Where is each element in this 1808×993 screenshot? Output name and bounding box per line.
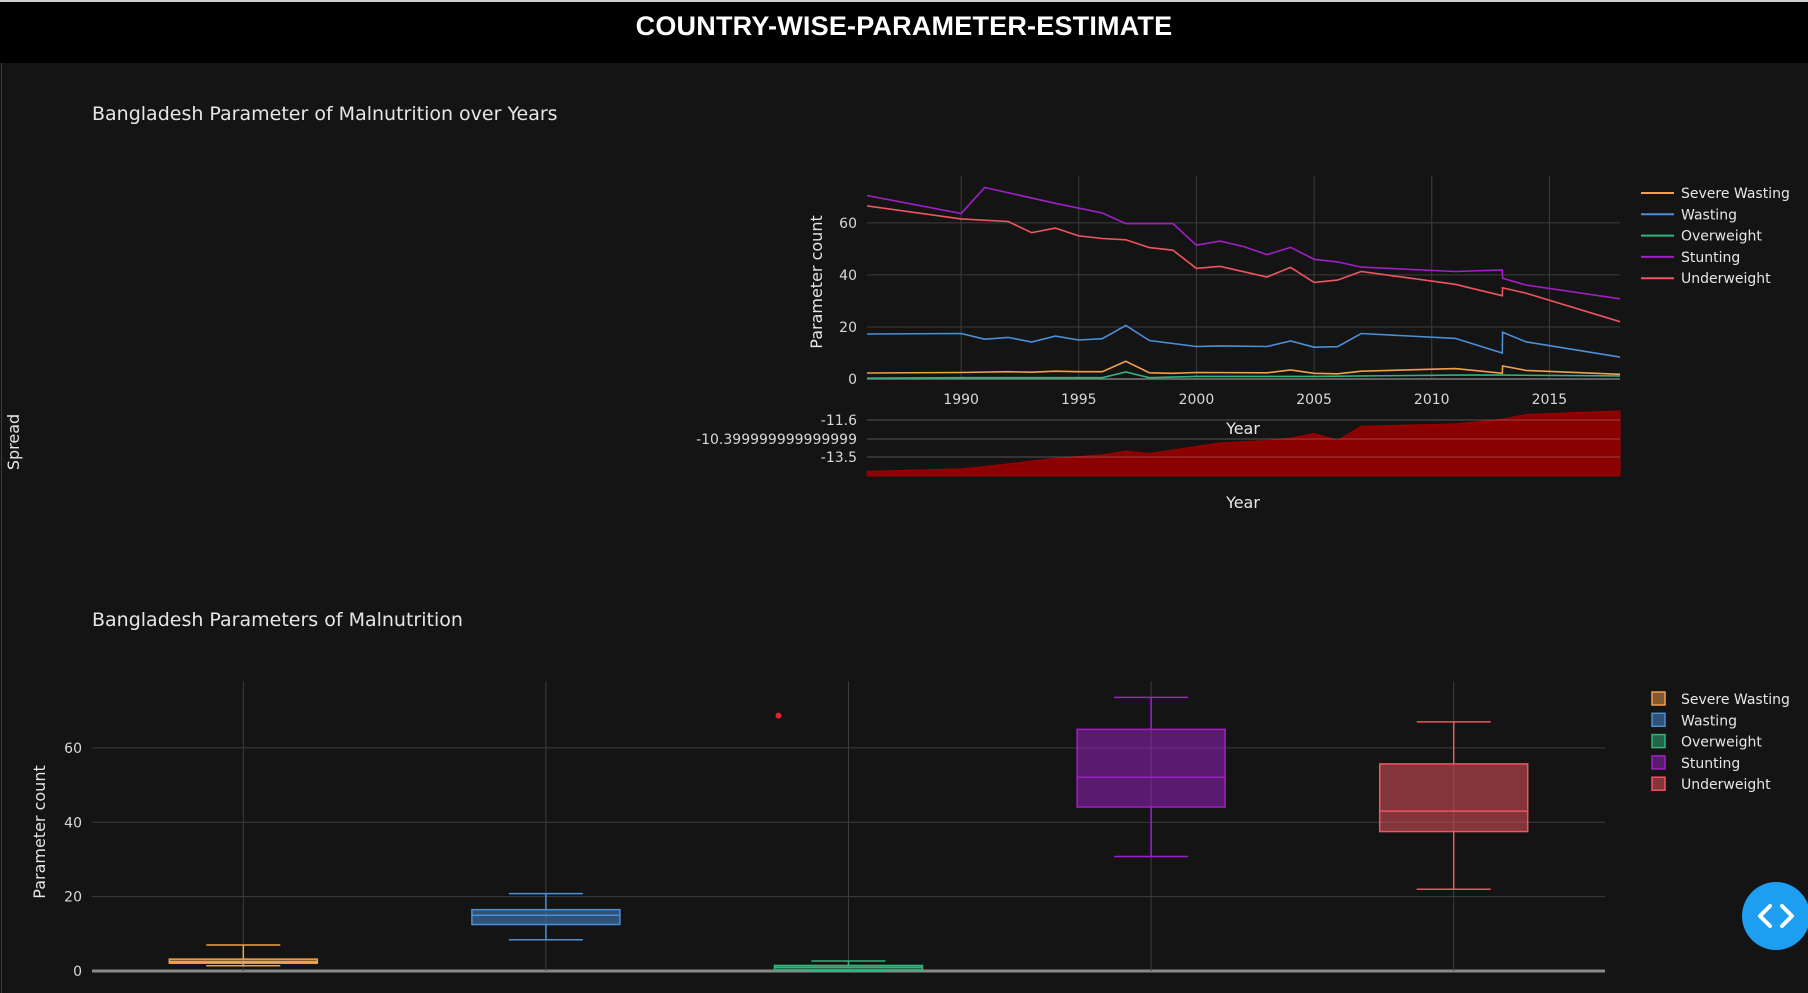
legend-label: Severe Wasting [1681, 692, 1790, 708]
line-y-tick-label: 60 [839, 216, 857, 232]
box-plot: 0 20 40 60 [64, 681, 1605, 980]
area-y-tick-label: -10.399999999999999 [696, 432, 857, 448]
line-legend[interactable]: Severe Wasting Wasting Overweight Stunting U… [1641, 186, 1790, 287]
box-legend[interactable]: Severe Wasting Wasting Overweight Stunting U… [1651, 691, 1790, 793]
line-x-tick-label: 2005 [1296, 392, 1332, 408]
box-wasting [471, 908, 621, 926]
area-y-tick-label: -11.6 [821, 413, 857, 429]
box-underweight [1378, 763, 1529, 833]
code-toggle-button[interactable] [1742, 882, 1808, 950]
area-fill [866, 410, 1621, 477]
legend-label: Wasting [1681, 207, 1737, 223]
legend-label: Overweight [1681, 229, 1762, 245]
legend-swatch [1651, 712, 1666, 728]
area-plot: -11.6 -10.399999999999999 -13.5 [696, 410, 1621, 477]
area-chart-xlabel: Year [1225, 493, 1260, 512]
line-x-tick-label: 2000 [1179, 392, 1215, 408]
line-x-tick-label: 1990 [943, 392, 979, 408]
line-plot: 1990 1995 2000 2005 2010 2015 0 20 40 60 [839, 176, 1621, 408]
dashboard-panel [1, 63, 1808, 993]
spread-axis-label: Spread [4, 414, 23, 470]
code-icon [1758, 904, 1794, 928]
line-x-tick-label: 2015 [1532, 392, 1568, 408]
legend-swatch [1651, 691, 1666, 706]
box-y-tick-label: 20 [64, 890, 82, 906]
box-y-tick-label: 60 [64, 741, 82, 757]
legend-label: Stunting [1681, 250, 1740, 266]
line-chart-xlabel: Year [1225, 419, 1260, 438]
legend-label: Underweight [1681, 777, 1771, 793]
line-y-tick-label: 40 [839, 268, 857, 284]
series-line-severe-wasting [866, 360, 1621, 376]
legend-label: Stunting [1681, 756, 1740, 772]
legend-swatch [1651, 776, 1666, 791]
series-line-overweight [866, 371, 1621, 380]
page-title: COUNTRY-WISE-PARAMETER-ESTIMATE [635, 11, 1173, 41]
box-stunting [1076, 728, 1226, 808]
box-chart-ylabel: Parameter count [30, 765, 49, 898]
legend-label: Underweight [1681, 271, 1771, 287]
header-bar: COUNTRY-WISE-PARAMETER-ESTIMATE [0, 0, 1808, 63]
line-x-tick-label: 2010 [1414, 392, 1450, 408]
area-y-tick-label: -13.5 [821, 450, 857, 466]
box-chart-title: Bangladesh Parameters of Malnutrition [92, 609, 463, 631]
box-y-tick-label: 0 [73, 964, 82, 980]
line-chart-title: Bangladesh Parameter of Malnutrition ove… [92, 103, 558, 125]
box-y-tick-label: 40 [64, 815, 82, 831]
line-chart-ylabel: Parameter count [807, 215, 826, 348]
legend-label: Severe Wasting [1681, 186, 1790, 202]
series-line-wasting [866, 324, 1621, 358]
legend-swatch [1651, 755, 1666, 770]
series-line-underweight [866, 205, 1621, 323]
legend-swatch [1651, 733, 1666, 749]
legend-label: Wasting [1681, 713, 1737, 729]
line-x-tick-label: 1995 [1061, 392, 1097, 408]
line-y-tick-label: 20 [839, 320, 857, 336]
series-line-stunting [866, 186, 1621, 300]
legend-label: Overweight [1681, 735, 1762, 751]
outlier-point-overweight [775, 712, 782, 719]
line-y-tick-label: 0 [848, 372, 857, 388]
